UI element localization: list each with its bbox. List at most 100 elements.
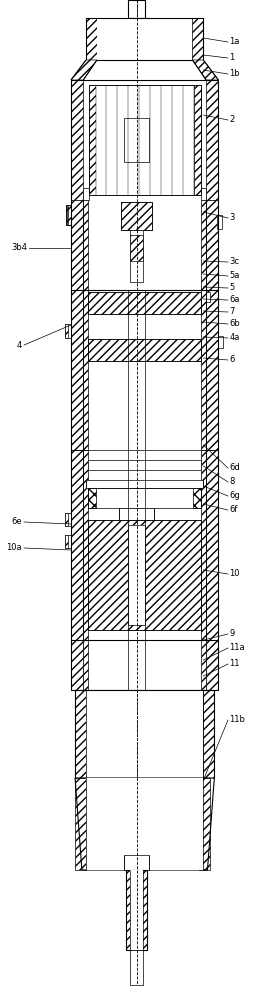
Bar: [75, 690, 214, 778]
Text: 11a: 11a: [229, 644, 245, 652]
Bar: [201, 200, 206, 290]
Text: 3c: 3c: [229, 257, 239, 266]
Bar: [88, 292, 201, 314]
Bar: [201, 640, 206, 690]
Bar: [65, 513, 68, 526]
Bar: [83, 290, 88, 450]
Bar: [78, 698, 212, 723]
Bar: [194, 85, 201, 195]
Bar: [88, 520, 201, 630]
Text: 6g: 6g: [229, 491, 240, 500]
Bar: [88, 488, 201, 508]
Text: 6b: 6b: [229, 320, 240, 328]
Bar: [86, 18, 203, 60]
Bar: [124, 118, 149, 162]
Bar: [192, 18, 203, 60]
Text: 5: 5: [229, 284, 235, 292]
Bar: [86, 480, 203, 488]
Bar: [193, 488, 201, 508]
Text: 5a: 5a: [229, 271, 240, 280]
Text: 6a: 6a: [229, 296, 240, 304]
Bar: [130, 230, 143, 282]
Bar: [130, 950, 143, 985]
Bar: [83, 200, 88, 290]
Bar: [83, 640, 88, 690]
Text: 4: 4: [17, 340, 22, 350]
Bar: [206, 80, 218, 200]
Bar: [201, 450, 206, 640]
Text: 1: 1: [229, 53, 235, 62]
Text: 6d: 6d: [229, 464, 240, 473]
Bar: [217, 215, 222, 229]
Bar: [124, 855, 149, 870]
Bar: [89, 85, 96, 195]
Bar: [130, 235, 143, 261]
Text: 10: 10: [229, 570, 240, 578]
Bar: [75, 690, 86, 778]
Bar: [128, 525, 145, 625]
Bar: [65, 535, 68, 548]
Text: 10a: 10a: [6, 544, 22, 552]
Bar: [78, 698, 87, 723]
Bar: [88, 292, 201, 314]
Bar: [66, 205, 71, 225]
Bar: [97, 18, 192, 60]
Bar: [88, 460, 201, 470]
Bar: [65, 535, 71, 548]
Bar: [71, 450, 83, 640]
Polygon shape: [192, 60, 218, 80]
Bar: [71, 640, 83, 690]
Text: 11: 11: [229, 660, 240, 668]
Bar: [206, 200, 218, 290]
Text: 3: 3: [229, 214, 235, 223]
Bar: [121, 202, 152, 230]
Text: 9: 9: [229, 630, 235, 639]
Text: 6e: 6e: [11, 518, 22, 526]
Bar: [126, 870, 147, 950]
Text: 3b4: 3b4: [11, 243, 27, 252]
Bar: [71, 200, 83, 290]
Bar: [206, 450, 218, 640]
Text: 6: 6: [229, 356, 235, 364]
Bar: [75, 778, 86, 870]
Bar: [126, 870, 147, 950]
Bar: [203, 698, 212, 723]
Bar: [86, 18, 97, 60]
Bar: [96, 85, 194, 195]
Bar: [121, 202, 152, 230]
Text: 4a: 4a: [229, 334, 240, 342]
Bar: [206, 292, 210, 302]
Bar: [86, 778, 203, 870]
Bar: [71, 290, 83, 450]
Bar: [201, 188, 206, 200]
Bar: [199, 778, 210, 870]
Polygon shape: [75, 778, 214, 870]
Bar: [206, 640, 218, 690]
Bar: [65, 324, 68, 338]
Bar: [130, 870, 143, 950]
Bar: [88, 520, 201, 630]
Bar: [206, 290, 218, 450]
Text: 1b: 1b: [229, 70, 240, 79]
Text: 7: 7: [229, 308, 235, 316]
Polygon shape: [71, 60, 97, 80]
Bar: [71, 80, 83, 200]
Text: 6f: 6f: [229, 506, 238, 514]
Bar: [203, 690, 214, 778]
Bar: [83, 450, 88, 640]
Bar: [88, 339, 201, 361]
Bar: [201, 290, 206, 450]
Text: 2: 2: [229, 115, 235, 124]
Bar: [65, 513, 71, 526]
Bar: [86, 690, 203, 778]
Bar: [218, 336, 223, 348]
Bar: [83, 188, 89, 200]
Bar: [65, 324, 71, 338]
Bar: [119, 508, 154, 520]
Text: 1a: 1a: [229, 37, 240, 46]
Bar: [128, 0, 145, 18]
Bar: [88, 488, 96, 508]
Bar: [88, 339, 201, 361]
Text: 11b: 11b: [229, 716, 245, 724]
Text: 8: 8: [229, 478, 235, 487]
